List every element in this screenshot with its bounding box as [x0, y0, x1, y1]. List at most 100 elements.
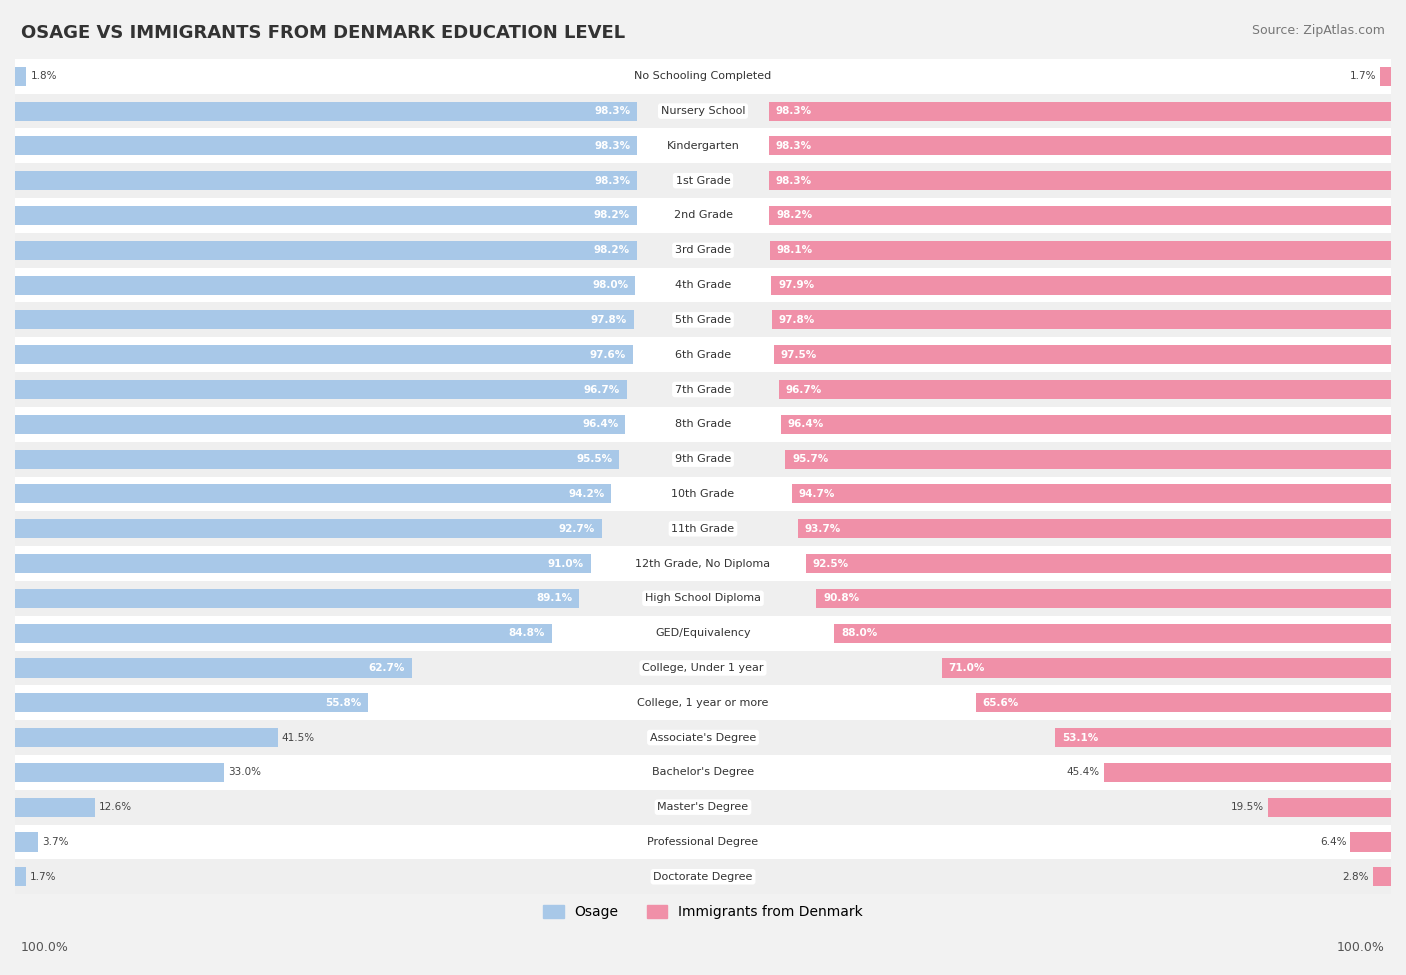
Text: 65.6%: 65.6%: [983, 698, 1019, 708]
Bar: [15, 477, 1391, 511]
Text: 1.8%: 1.8%: [31, 71, 58, 81]
Bar: [15, 163, 1391, 198]
Text: 6.4%: 6.4%: [1320, 837, 1347, 847]
Bar: [817, 589, 1391, 607]
Bar: [15, 581, 1391, 616]
Text: 92.5%: 92.5%: [813, 559, 848, 568]
Legend: Osage, Immigrants from Denmark: Osage, Immigrants from Denmark: [537, 900, 869, 925]
Bar: [15, 624, 551, 643]
Bar: [799, 519, 1391, 538]
Bar: [15, 268, 1391, 302]
Text: 6th Grade: 6th Grade: [675, 350, 731, 360]
Text: 100.0%: 100.0%: [21, 941, 69, 954]
Text: 98.3%: 98.3%: [776, 140, 811, 151]
Text: Source: ZipAtlas.com: Source: ZipAtlas.com: [1251, 24, 1385, 37]
Bar: [15, 833, 38, 851]
Text: 33.0%: 33.0%: [228, 767, 262, 777]
Bar: [780, 414, 1391, 434]
Bar: [15, 380, 627, 399]
Text: Nursery School: Nursery School: [661, 106, 745, 116]
Bar: [772, 276, 1391, 294]
Bar: [15, 233, 1391, 268]
Text: College, Under 1 year: College, Under 1 year: [643, 663, 763, 673]
Text: OSAGE VS IMMIGRANTS FROM DENMARK EDUCATION LEVEL: OSAGE VS IMMIGRANTS FROM DENMARK EDUCATI…: [21, 24, 626, 42]
Bar: [15, 546, 1391, 581]
Text: 98.3%: 98.3%: [776, 106, 811, 116]
Bar: [15, 589, 579, 607]
Text: 98.2%: 98.2%: [776, 211, 813, 220]
Bar: [15, 101, 637, 121]
Text: 96.4%: 96.4%: [582, 419, 619, 429]
Bar: [15, 442, 1391, 477]
Text: 98.3%: 98.3%: [595, 140, 630, 151]
Text: 96.7%: 96.7%: [786, 384, 823, 395]
Bar: [15, 345, 633, 365]
Text: 97.8%: 97.8%: [779, 315, 815, 325]
Text: 100.0%: 100.0%: [1337, 941, 1385, 954]
Bar: [15, 407, 1391, 442]
Bar: [15, 685, 1391, 721]
Text: Professional Degree: Professional Degree: [647, 837, 759, 847]
Bar: [15, 798, 94, 817]
Bar: [773, 345, 1391, 365]
Text: 96.7%: 96.7%: [583, 384, 620, 395]
Bar: [786, 449, 1391, 469]
Text: 94.2%: 94.2%: [568, 488, 605, 499]
Text: 84.8%: 84.8%: [509, 628, 546, 638]
Bar: [15, 554, 591, 573]
Bar: [769, 172, 1391, 190]
Text: High School Diploma: High School Diploma: [645, 594, 761, 604]
Text: 2.8%: 2.8%: [1343, 872, 1369, 881]
Text: 94.7%: 94.7%: [799, 488, 835, 499]
Text: 98.3%: 98.3%: [595, 106, 630, 116]
Text: Doctorate Degree: Doctorate Degree: [654, 872, 752, 881]
Bar: [792, 485, 1391, 503]
Text: 98.2%: 98.2%: [593, 246, 630, 255]
Text: 90.8%: 90.8%: [823, 594, 859, 604]
Bar: [15, 302, 1391, 337]
Bar: [976, 693, 1391, 713]
Text: 41.5%: 41.5%: [281, 732, 315, 743]
Bar: [1351, 833, 1391, 851]
Bar: [15, 650, 1391, 685]
Text: 98.2%: 98.2%: [593, 211, 630, 220]
Bar: [834, 624, 1391, 643]
Bar: [770, 241, 1391, 260]
Bar: [15, 693, 368, 713]
Bar: [15, 276, 636, 294]
Bar: [1268, 798, 1391, 817]
Bar: [15, 414, 626, 434]
Text: 97.6%: 97.6%: [589, 350, 626, 360]
Text: Master's Degree: Master's Degree: [658, 802, 748, 812]
Bar: [772, 310, 1391, 330]
Bar: [15, 867, 25, 886]
Bar: [15, 136, 637, 155]
Bar: [15, 58, 1391, 94]
Text: 98.3%: 98.3%: [595, 176, 630, 185]
Text: 3.7%: 3.7%: [42, 837, 69, 847]
Bar: [15, 721, 1391, 755]
Text: 97.8%: 97.8%: [591, 315, 627, 325]
Bar: [15, 825, 1391, 859]
Text: 88.0%: 88.0%: [841, 628, 877, 638]
Text: 96.4%: 96.4%: [787, 419, 824, 429]
Text: Bachelor's Degree: Bachelor's Degree: [652, 767, 754, 777]
Bar: [1374, 867, 1391, 886]
Bar: [15, 449, 620, 469]
Text: 62.7%: 62.7%: [368, 663, 405, 673]
Bar: [769, 206, 1391, 225]
Bar: [15, 755, 1391, 790]
Text: 95.7%: 95.7%: [792, 454, 828, 464]
Text: 53.1%: 53.1%: [1062, 732, 1098, 743]
Bar: [15, 66, 27, 86]
Text: 71.0%: 71.0%: [949, 663, 984, 673]
Text: 2nd Grade: 2nd Grade: [673, 211, 733, 220]
Bar: [15, 172, 637, 190]
Bar: [15, 511, 1391, 546]
Text: 8th Grade: 8th Grade: [675, 419, 731, 429]
Text: 1.7%: 1.7%: [30, 872, 56, 881]
Text: 12th Grade, No Diploma: 12th Grade, No Diploma: [636, 559, 770, 568]
Text: 9th Grade: 9th Grade: [675, 454, 731, 464]
Text: 11th Grade: 11th Grade: [672, 524, 734, 533]
Text: 91.0%: 91.0%: [548, 559, 583, 568]
